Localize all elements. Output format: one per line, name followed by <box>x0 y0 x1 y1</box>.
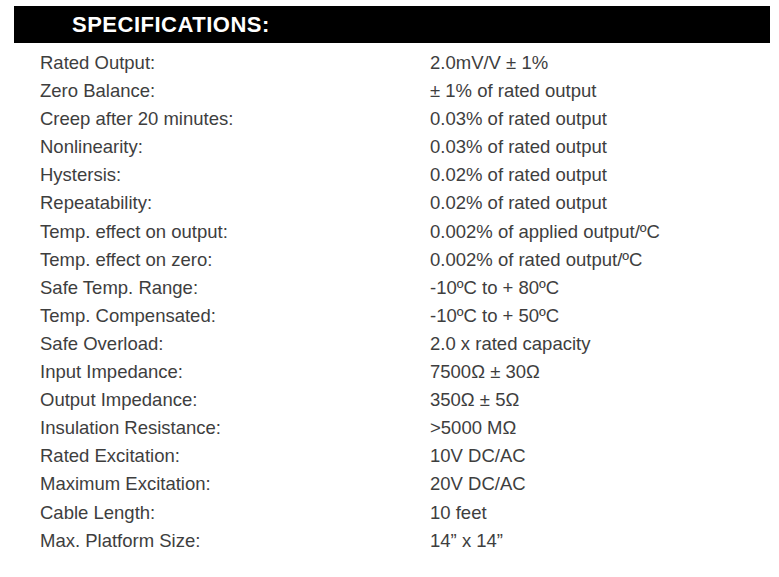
spec-label: Hystersis: <box>40 161 430 189</box>
spec-label: Input Impedance: <box>40 358 430 386</box>
spec-label: Repeatability: <box>40 189 430 217</box>
spec-value: 0.02% of rated output <box>430 189 766 217</box>
spec-label: Cable Length: <box>40 499 430 527</box>
spec-row: Cable Length:10 feet <box>40 499 766 527</box>
spec-label: Max. Platform Size: <box>40 527 430 555</box>
spec-label: Temp. effect on zero: <box>40 246 430 274</box>
spec-label: Nonlinearity: <box>40 133 430 161</box>
spec-label: Rated Excitation: <box>40 442 430 470</box>
spec-row: Insulation Resistance:>5000 MΩ <box>40 414 766 442</box>
spec-label: Safe Overload: <box>40 330 430 358</box>
spec-row: Rated Output:2.0mV/V ± 1% <box>40 49 766 77</box>
spec-row: Max. Platform Size:14” x 14” <box>40 527 766 555</box>
spec-value: 20V DC/AC <box>430 470 766 498</box>
spec-value: 10 feet <box>430 499 766 527</box>
spec-value: -10ºC to + 80ºC <box>430 274 766 302</box>
spec-value: 0.03% of rated output <box>430 133 766 161</box>
spec-value: 14” x 14” <box>430 527 766 555</box>
spec-label: Rated Output: <box>40 49 430 77</box>
spec-row: Temp. effect on output:0.002% of applied… <box>40 218 766 246</box>
spec-label: Temp. Compensated: <box>40 302 430 330</box>
spec-row: Safe Overload:2.0 x rated capacity <box>40 330 766 358</box>
spec-label: Insulation Resistance: <box>40 414 430 442</box>
spec-row: Rated Excitation:10V DC/AC <box>40 442 766 470</box>
spec-value: -10ºC to + 50ºC <box>430 302 766 330</box>
spec-label: Maximum Excitation: <box>40 470 430 498</box>
spec-value: 0.03% of rated output <box>430 105 766 133</box>
spec-value: 7500Ω ± 30Ω <box>430 358 766 386</box>
spec-row: Zero Balance:± 1% of rated output <box>40 77 766 105</box>
spec-row: Repeatability:0.02% of rated output <box>40 189 766 217</box>
spec-label: Temp. effect on output: <box>40 218 430 246</box>
spec-label: Zero Balance: <box>40 77 430 105</box>
spec-label: Creep after 20 minutes: <box>40 105 430 133</box>
specifications-title: SPECIFICATIONS: <box>72 12 270 38</box>
spec-value: 0.02% of rated output <box>430 161 766 189</box>
spec-value: >5000 MΩ <box>430 414 766 442</box>
spec-value: 2.0mV/V ± 1% <box>430 49 766 77</box>
spec-sheet-page: SPECIFICATIONS: Rated Output:2.0mV/V ± 1… <box>0 0 779 577</box>
spec-row: Maximum Excitation:20V DC/AC <box>40 470 766 498</box>
spec-value: 2.0 x rated capacity <box>430 330 766 358</box>
spec-value: ± 1% of rated output <box>430 77 766 105</box>
spec-value: 0.002% of applied output/ºC <box>430 218 766 246</box>
spec-label: Safe Temp. Range: <box>40 274 430 302</box>
spec-row: Temp. Compensated:-10ºC to + 50ºC <box>40 302 766 330</box>
spec-label: Output Impedance: <box>40 386 430 414</box>
specifications-header-bar: SPECIFICATIONS: <box>14 6 770 43</box>
spec-row: Output Impedance:350Ω ± 5Ω <box>40 386 766 414</box>
spec-value: 0.002% of rated output/ºC <box>430 246 766 274</box>
spec-row: Input Impedance:7500Ω ± 30Ω <box>40 358 766 386</box>
spec-row: Hystersis:0.02% of rated output <box>40 161 766 189</box>
spec-row: Nonlinearity:0.03% of rated output <box>40 133 766 161</box>
spec-row: Creep after 20 minutes:0.03% of rated ou… <box>40 105 766 133</box>
spec-value: 10V DC/AC <box>430 442 766 470</box>
spec-list: Rated Output:2.0mV/V ± 1%Zero Balance:± … <box>40 49 766 555</box>
spec-value: 350Ω ± 5Ω <box>430 386 766 414</box>
spec-row: Temp. effect on zero:0.002% of rated out… <box>40 246 766 274</box>
spec-row: Safe Temp. Range:-10ºC to + 80ºC <box>40 274 766 302</box>
